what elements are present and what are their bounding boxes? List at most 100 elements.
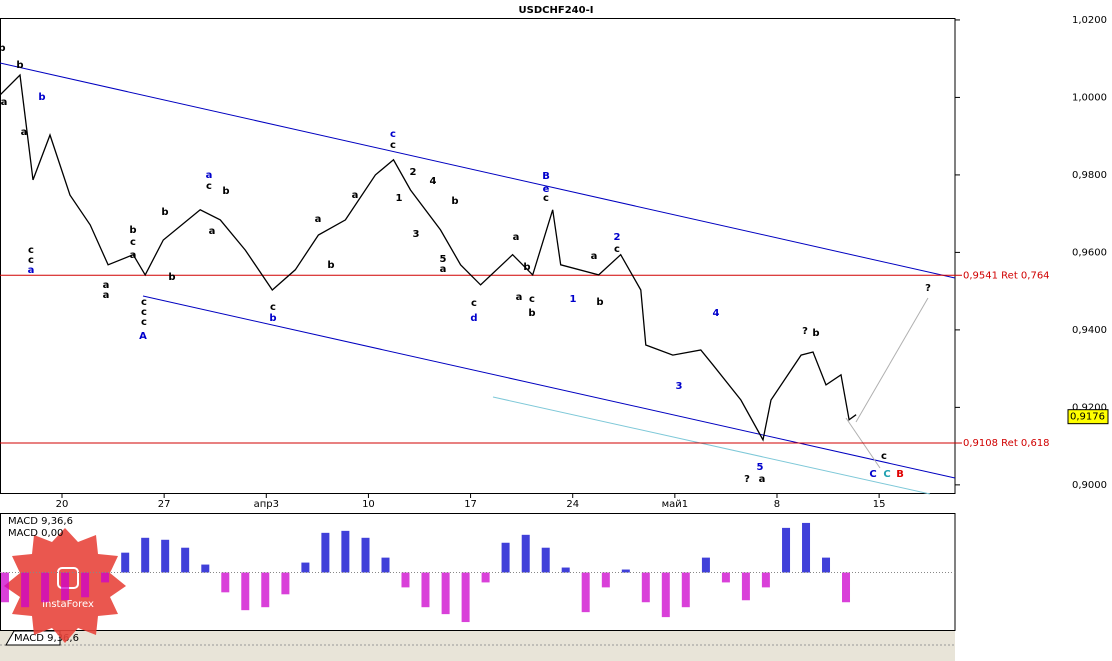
macd-bar xyxy=(0,572,9,603)
macd-bar xyxy=(441,572,450,615)
macd-bar xyxy=(741,572,750,601)
retracement-label: 0,9108 Ret 0,618 xyxy=(963,438,1050,449)
price-line xyxy=(0,73,857,442)
price-panel xyxy=(0,18,956,494)
wave-label: A xyxy=(139,331,147,342)
x-tick-label: 10 xyxy=(362,499,375,510)
macd-bar xyxy=(321,532,330,573)
y-tick-label: 1,0200 xyxy=(1072,15,1107,26)
wave-label: c xyxy=(614,244,620,255)
wave-label: c xyxy=(270,302,276,313)
wave-label: a xyxy=(516,292,523,303)
macd-bar xyxy=(782,527,791,573)
wave-label: 3 xyxy=(413,229,420,240)
wave-label: c xyxy=(130,237,136,248)
macd-bar xyxy=(161,539,170,573)
x-tick-label: май1 xyxy=(662,499,689,510)
wave-label: 5 xyxy=(440,254,447,265)
wave-label: d xyxy=(470,313,477,324)
wave-label: 1 xyxy=(396,193,403,204)
wave-label: e xyxy=(543,184,550,195)
wave-label: a xyxy=(513,232,520,243)
wave-label: b xyxy=(269,313,276,324)
macd-bar xyxy=(761,572,770,588)
wave-label: a xyxy=(103,290,110,301)
macd-bar xyxy=(601,572,610,588)
wave-label: a xyxy=(209,226,216,237)
macd-bar xyxy=(261,572,270,608)
macd-bar xyxy=(461,572,470,623)
wave-label: c xyxy=(206,181,212,192)
macd-bar xyxy=(421,572,430,608)
last-price-box xyxy=(1067,409,1109,425)
macd-bar xyxy=(61,572,70,601)
macd-value: MACD 0,00 xyxy=(8,528,63,539)
macd-bar xyxy=(301,562,310,573)
wave-label: c xyxy=(141,307,147,318)
logo-text: InstaForex xyxy=(42,599,94,610)
wave-label: a xyxy=(130,250,137,261)
macd-bar xyxy=(361,537,370,573)
macd-bar xyxy=(541,547,550,573)
macd-bar xyxy=(241,572,250,611)
wave-label: b xyxy=(327,260,334,271)
macd-bar xyxy=(41,572,50,603)
x-tick-label: 8 xyxy=(774,499,780,510)
chart-title: USDCHF240-I xyxy=(519,5,594,16)
wave-label: 2 xyxy=(410,167,417,178)
wave-label: 1 xyxy=(570,294,577,305)
macd-label: MACD 9,36,6 xyxy=(8,516,73,527)
wave-label: a xyxy=(28,265,35,276)
macd-bar xyxy=(721,572,730,583)
y-tick-label: 0,9000 xyxy=(1072,480,1107,491)
macd-bar xyxy=(681,572,690,608)
macd-bar xyxy=(201,564,210,573)
wave-label: b xyxy=(596,297,603,308)
wave-label: 4 xyxy=(713,308,720,319)
y-tick-label: 0,9600 xyxy=(1072,247,1107,258)
macd-bar xyxy=(401,572,410,588)
wave-label: a xyxy=(440,264,447,275)
wave-label: b xyxy=(528,308,535,319)
wave-label: c xyxy=(28,255,34,266)
macd-bar xyxy=(141,537,150,573)
wave-label: a xyxy=(352,190,359,201)
macd-bar xyxy=(101,572,110,583)
wave-label: a xyxy=(103,280,110,291)
wave-label: a xyxy=(206,170,213,181)
retracement-label: 0,9541 Ret 0,764 xyxy=(963,270,1050,281)
y-tick-label: 0,9200 xyxy=(1072,402,1107,413)
macd-bar xyxy=(621,569,630,573)
channel-upper xyxy=(0,62,956,279)
wave-label: B xyxy=(896,469,904,480)
wave-label: b xyxy=(523,262,530,273)
wave-label: a xyxy=(315,214,322,225)
macd-bar xyxy=(381,557,390,573)
wave-label: b xyxy=(0,43,6,54)
channel-inner xyxy=(492,396,931,495)
wave-label: c xyxy=(529,294,535,305)
macd-bar xyxy=(561,567,570,573)
wave-label: a xyxy=(591,251,598,262)
wave-label: 3 xyxy=(676,381,683,392)
wave-label: b xyxy=(38,92,45,103)
wave-label: b xyxy=(129,225,136,236)
wave-label: C xyxy=(883,469,890,480)
wave-label: c xyxy=(390,129,396,140)
wave-label: b xyxy=(168,272,175,283)
wave-label: ? xyxy=(925,283,931,294)
wave-label: B xyxy=(542,171,550,182)
last-price-label: 0,9176 xyxy=(1070,412,1105,423)
macd-bar xyxy=(822,557,831,573)
wave-label: b xyxy=(812,328,819,339)
macd-bar xyxy=(501,542,510,573)
macd-bar xyxy=(481,572,490,583)
y-tick-label: 1,0000 xyxy=(1072,92,1107,103)
y-tick-label: 0,9800 xyxy=(1072,170,1107,181)
wave-label: a xyxy=(759,474,766,485)
x-tick-label: 20 xyxy=(56,499,69,510)
macd-bar xyxy=(581,572,590,613)
wave-label: c xyxy=(881,451,887,462)
wave-label: c xyxy=(390,140,396,151)
